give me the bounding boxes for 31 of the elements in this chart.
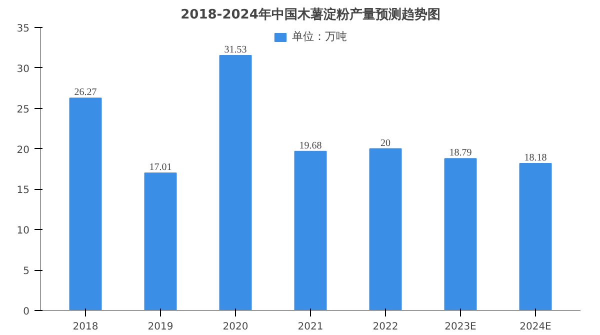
- x-tick-label: 2018: [72, 322, 98, 332]
- x-tick-label: 2021: [298, 322, 324, 332]
- y-tick-label: 10: [16, 226, 30, 237]
- bar: [294, 150, 327, 310]
- y-tick-label: 35: [16, 24, 30, 34]
- data-label: 19.68: [299, 140, 322, 152]
- bar: [519, 163, 552, 310]
- bar: [144, 172, 177, 310]
- y-tick-label: 15: [16, 185, 30, 196]
- x-tick-label: 2022: [372, 322, 398, 332]
- bar: [369, 148, 402, 310]
- data-label: 18.18: [524, 152, 547, 164]
- chart-title: 2018-2024年中国木薯淀粉产量预测趋势图: [180, 6, 440, 22]
- y-tick-label: 5: [23, 266, 30, 278]
- y-tick-label: 20: [16, 144, 30, 156]
- x-tick-label: 2024E: [520, 322, 552, 332]
- data-label: 31.53: [224, 44, 247, 56]
- legend-label: 单位：万吨: [292, 29, 347, 44]
- bar: [444, 158, 477, 310]
- x-tick-label: 2023E: [444, 322, 476, 332]
- y-tick-label: 30: [16, 64, 30, 75]
- data-label: 26.27: [74, 87, 97, 98]
- y-tick-label: 0: [23, 306, 30, 318]
- data-label: 20: [380, 138, 390, 149]
- y-tick-label: 25: [16, 104, 30, 116]
- data-label: 18.79: [449, 148, 472, 159]
- data-label: 17.01: [149, 162, 172, 173]
- x-tick-label: 2020: [222, 322, 248, 332]
- bar: [69, 98, 102, 310]
- x-tick-label: 2019: [148, 322, 174, 332]
- bar: [219, 55, 252, 310]
